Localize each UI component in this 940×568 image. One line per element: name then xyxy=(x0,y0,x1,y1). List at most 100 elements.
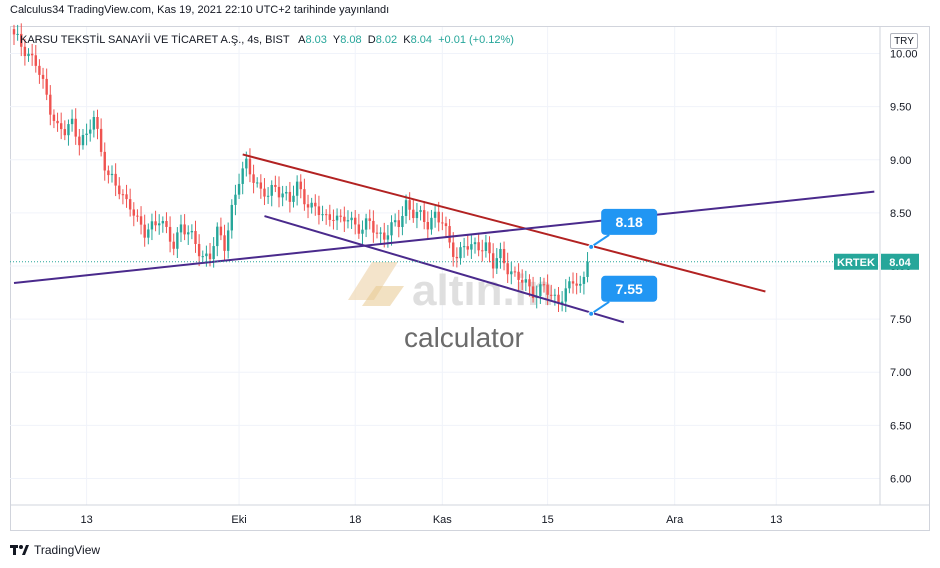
candle-body xyxy=(521,279,524,283)
candle-body xyxy=(34,55,37,66)
candle-body xyxy=(383,232,386,240)
candle-body xyxy=(49,94,52,115)
candle-body xyxy=(470,244,473,250)
candle-body xyxy=(412,209,415,219)
candle-body xyxy=(499,248,502,259)
callout-pointer xyxy=(590,300,610,315)
candle-body xyxy=(118,185,121,195)
candle-body xyxy=(404,200,408,216)
candle-body xyxy=(343,216,346,222)
candle-body xyxy=(488,242,491,254)
candle-body xyxy=(212,246,215,260)
candle-body xyxy=(491,253,495,269)
candle-body xyxy=(161,221,165,224)
x-tick-label: 13 xyxy=(80,514,92,526)
candle-body xyxy=(85,133,88,135)
callout-7.55: 7.55 xyxy=(588,275,658,317)
candle-body xyxy=(23,46,27,57)
candle-body xyxy=(433,211,437,218)
candle-body xyxy=(12,29,16,35)
legend-close: 8.04 xyxy=(410,34,432,46)
candle-body xyxy=(422,210,426,222)
candle-body xyxy=(248,158,252,175)
legend-title: KARSU TEKSTİL SANAYİİ VE TİCARET A.Ş., 4… xyxy=(20,34,290,46)
candle-body xyxy=(30,53,34,56)
currency-button[interactable]: TRY xyxy=(890,33,918,49)
time-axis: 13 Eki 18 Kas 15 Ara 13 xyxy=(80,514,782,526)
candle-body xyxy=(230,204,233,231)
candle-body xyxy=(357,224,361,234)
candle-body xyxy=(506,263,509,275)
legend-open-label: A xyxy=(298,34,306,46)
candle-body xyxy=(484,242,488,251)
legend-low: 8.02 xyxy=(375,34,398,46)
price-tag-value-bg xyxy=(881,253,919,270)
watermark-subtext: calculator xyxy=(404,322,524,353)
candle-body xyxy=(259,182,263,189)
callout-anchor xyxy=(588,243,595,250)
candle-body xyxy=(462,246,466,248)
candle-body xyxy=(582,276,586,284)
candle-body xyxy=(154,221,157,226)
candle-body xyxy=(74,118,77,137)
candle-body xyxy=(121,194,125,196)
candle-body xyxy=(299,181,302,190)
candle-body xyxy=(375,232,379,234)
candle-body xyxy=(288,191,292,202)
candle-body xyxy=(586,261,589,277)
candle-body xyxy=(295,181,299,196)
candle-body xyxy=(89,129,92,134)
callout-label: 8.18 xyxy=(616,214,643,230)
candle-body xyxy=(390,222,393,236)
candle-body xyxy=(321,214,324,216)
candle-body xyxy=(281,193,284,198)
callout-label: 7.55 xyxy=(616,281,643,297)
callout-8.18: 8.18 xyxy=(588,208,658,250)
candle-body xyxy=(201,256,204,258)
callout-box xyxy=(601,275,658,302)
candle-body xyxy=(128,199,132,210)
watermark-text: altın.in xyxy=(412,266,554,315)
candle-body xyxy=(452,242,455,257)
candle-body xyxy=(70,118,74,125)
candle-body xyxy=(372,220,375,233)
candle-body xyxy=(103,151,106,171)
chart-frame xyxy=(10,26,930,531)
candle-body xyxy=(575,283,578,286)
candle-body xyxy=(550,294,553,296)
candle-body xyxy=(397,220,400,228)
trendlines xyxy=(13,153,875,324)
last-price-tag: KRTEK 8.04 xyxy=(834,253,919,270)
candle-body xyxy=(477,242,480,251)
candle-body xyxy=(197,244,201,257)
price-tag-value: 8.04 xyxy=(889,257,911,269)
candle-body xyxy=(147,229,150,238)
candle-body xyxy=(27,53,30,57)
candle-body xyxy=(437,211,440,223)
trendline-long-support-purple xyxy=(13,190,875,284)
candle-body xyxy=(132,209,135,216)
legend-change: +0.01 (+0.12%) xyxy=(438,34,514,46)
y-tick-label: 7.00 xyxy=(890,367,911,379)
candle-body xyxy=(266,195,270,197)
footer: TradingView xyxy=(10,543,100,557)
price-tag-symbol: KRTEK xyxy=(837,257,875,269)
published-line: Calculus34 TradingView.com, Kas 19, 2021… xyxy=(10,4,390,16)
candle-body xyxy=(466,246,469,250)
candle-body xyxy=(579,283,582,286)
candle-body xyxy=(63,129,67,136)
callout-pointer xyxy=(590,234,610,248)
candle-body xyxy=(52,114,56,121)
x-tick-label: 18 xyxy=(349,514,361,526)
candle-body xyxy=(546,284,549,295)
candle-body xyxy=(190,230,194,233)
candle-body xyxy=(528,279,531,287)
candle-body xyxy=(270,184,273,196)
candle-body xyxy=(125,194,128,200)
x-tick-label: Eki xyxy=(231,514,246,526)
candle-body xyxy=(179,224,183,233)
legend-close-label: K xyxy=(403,34,411,46)
candle-body xyxy=(332,219,335,221)
candle-body xyxy=(524,279,528,283)
